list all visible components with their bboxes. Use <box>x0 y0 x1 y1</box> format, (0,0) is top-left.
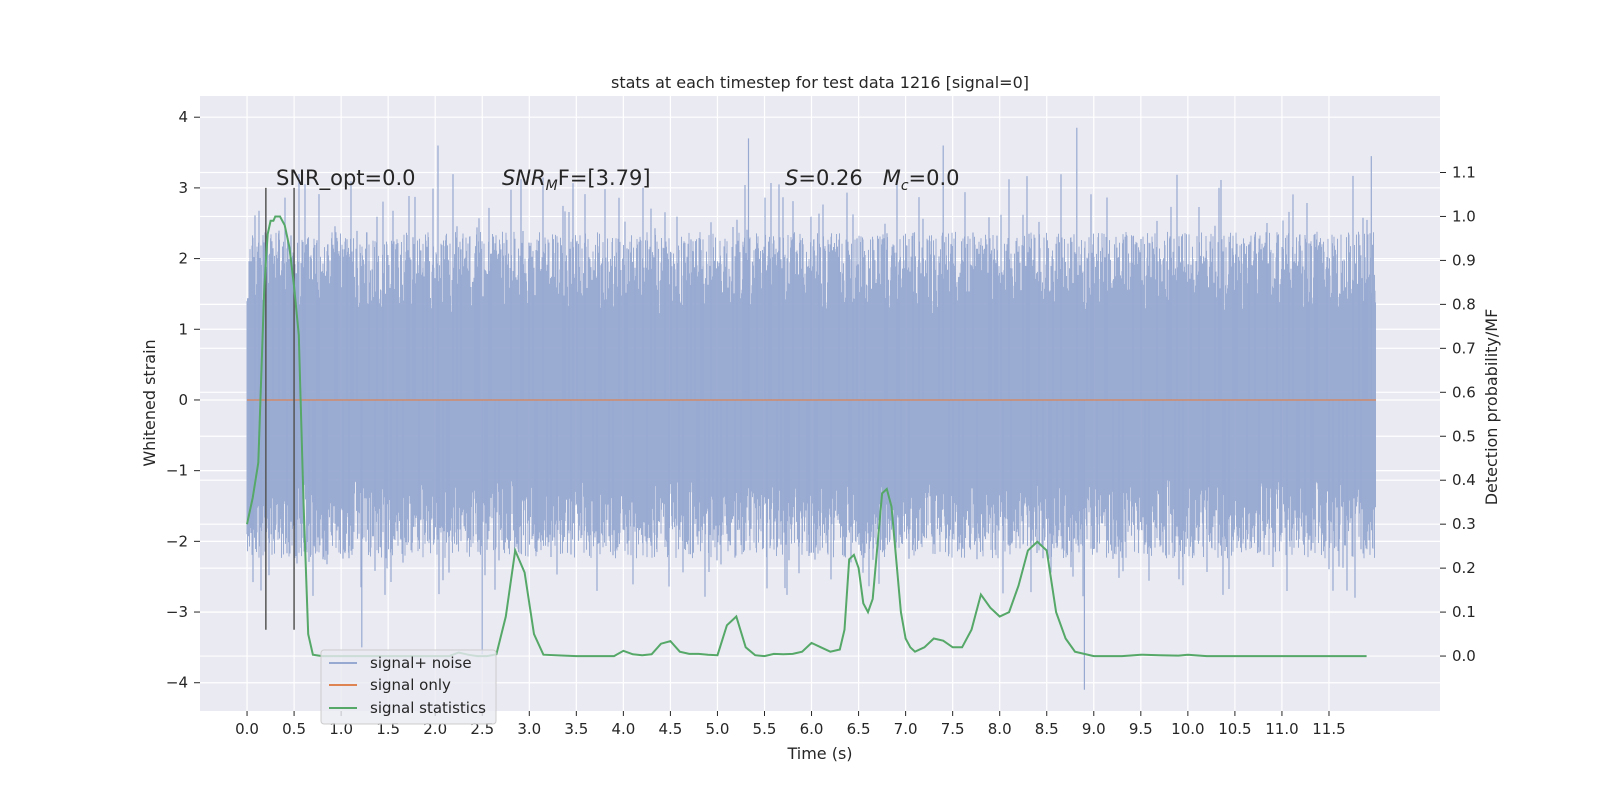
chart-title: stats at each timestep for test data 121… <box>611 73 1029 92</box>
y-axis-label: Whitened strain <box>140 339 159 466</box>
annotation-snr-mf: SNRMF=[3.79] <box>502 166 651 194</box>
y2-tick-label-8: 0.8 <box>1452 295 1476 313</box>
y2-axis-label: Detection probability/MF <box>1482 309 1501 506</box>
signal-noise-series <box>246 127 1376 690</box>
y2-tick-label-3: 0.3 <box>1452 515 1476 533</box>
x-tick-label-8: 4.0 <box>611 720 635 738</box>
x-axis-ticks: 0.0 0.5 1.0 1.5 2.0 2.5 3.0 3.5 4.0 4.5 5.0 5.5 6.0 6… <box>235 711 1346 738</box>
y2-axis-ticks: 0.0 0.1 0.2 0.3 0.4 0.5 0.6 0.7 0.8 0.9 1.0 1.1 <box>1440 163 1476 665</box>
y2-tick-label-9: 0.9 <box>1452 251 1476 269</box>
x-tick-label-23: 11.5 <box>1312 720 1345 738</box>
noise-spikes <box>250 127 1372 690</box>
y-tick-label-3: −1 <box>166 462 188 480</box>
x-axis-label: Time (s) <box>786 744 852 763</box>
y-tick-label-7: 3 <box>178 179 188 197</box>
s-main: S <box>785 166 798 190</box>
y2-tick-label-10: 1.0 <box>1452 207 1476 225</box>
y-tick-label-2: −2 <box>166 532 188 550</box>
x-tick-label-21: 10.5 <box>1218 720 1251 738</box>
x-tick-label-9: 4.5 <box>658 720 682 738</box>
legend-label-noise: signal+ noise <box>370 654 472 672</box>
mc-rest: =0.0 <box>909 166 960 190</box>
y-tick-label-1: −3 <box>166 603 188 621</box>
y2-tick-label-11: 1.1 <box>1452 163 1476 181</box>
x-tick-label-18: 9.0 <box>1082 720 1106 738</box>
y2-tick-label-6: 0.6 <box>1452 383 1476 401</box>
y2-tick-label-2: 0.2 <box>1452 559 1476 577</box>
x-tick-label-20: 10.0 <box>1171 720 1204 738</box>
x-tick-label-11: 5.5 <box>753 720 777 738</box>
x-tick-label-17: 8.5 <box>1035 720 1059 738</box>
x-tick-label-15: 7.5 <box>941 720 965 738</box>
x-tick-label-0: 0.0 <box>235 720 259 738</box>
legend-label-signal-only: signal only <box>370 676 451 694</box>
legend: signal+ noise signal only signal statist… <box>320 649 497 725</box>
y-tick-label-4: 0 <box>178 391 188 409</box>
x-tick-label-22: 11.0 <box>1265 720 1298 738</box>
x-tick-label-19: 9.5 <box>1129 720 1153 738</box>
x-tick-label-6: 3.0 <box>517 720 541 738</box>
y-axis-ticks: −4 −3 −2 −1 0 1 2 3 4 <box>166 108 200 692</box>
mc-sub: c <box>901 178 909 194</box>
y-tick-label-8: 4 <box>178 108 188 126</box>
legend-box <box>320 649 497 725</box>
annotation-stat-mc: S=0.26 Mc=0.0 <box>785 166 960 194</box>
x-tick-label-16: 8.0 <box>988 720 1012 738</box>
x-tick-label-7: 3.5 <box>564 720 588 738</box>
legend-label-statistics: signal statistics <box>370 699 486 717</box>
snr-mf-sub: M <box>546 178 558 194</box>
y2-tick-label-5: 0.5 <box>1452 427 1476 445</box>
y2-tick-label-0: 0.0 <box>1452 647 1476 665</box>
mc-main: M <box>883 166 901 190</box>
y2-tick-label-1: 0.1 <box>1452 603 1476 621</box>
x-tick-label-14: 7.0 <box>894 720 918 738</box>
y-tick-label-5: 1 <box>178 320 188 338</box>
snr-mf-main: SNR <box>502 166 546 190</box>
x-tick-label-10: 5.0 <box>706 720 730 738</box>
x-tick-label-1: 0.5 <box>282 720 306 738</box>
x-tick-label-12: 6.0 <box>800 720 824 738</box>
y2-tick-label-7: 0.7 <box>1452 339 1476 357</box>
snr-mf-rest: F=[3.79] <box>558 166 651 190</box>
s-rest: =0.26 <box>798 166 862 190</box>
y2-tick-label-4: 0.4 <box>1452 471 1476 489</box>
y-tick-label-6: 2 <box>178 250 188 268</box>
annotation-snr-opt: SNR_opt=0.0 <box>276 166 416 191</box>
y-tick-label-0: −4 <box>166 674 188 692</box>
x-tick-label-13: 6.5 <box>847 720 871 738</box>
